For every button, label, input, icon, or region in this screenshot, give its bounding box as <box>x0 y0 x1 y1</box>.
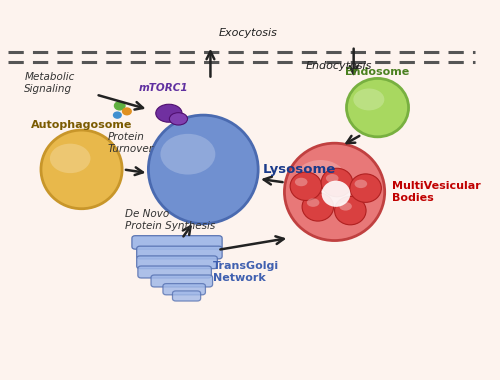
Ellipse shape <box>290 172 322 201</box>
Ellipse shape <box>354 89 384 111</box>
Ellipse shape <box>321 168 352 197</box>
Text: Protein
Turnover: Protein Turnover <box>108 132 154 154</box>
Circle shape <box>114 112 121 118</box>
Text: De Novo
Protein Synthesis: De Novo Protein Synthesis <box>124 209 215 231</box>
Text: MultiVesicular
Bodies: MultiVesicular Bodies <box>392 181 480 203</box>
Ellipse shape <box>284 143 384 241</box>
Text: Metabolic
Signaling: Metabolic Signaling <box>24 73 74 94</box>
Text: Autophagosome: Autophagosome <box>31 120 132 130</box>
Ellipse shape <box>326 174 338 182</box>
Ellipse shape <box>148 115 258 224</box>
Ellipse shape <box>156 104 182 122</box>
FancyBboxPatch shape <box>138 266 212 278</box>
Circle shape <box>114 101 125 110</box>
FancyBboxPatch shape <box>163 283 206 295</box>
Text: Lysosome: Lysosome <box>263 163 336 176</box>
Ellipse shape <box>170 113 188 125</box>
Ellipse shape <box>41 130 122 209</box>
Ellipse shape <box>346 78 408 137</box>
Ellipse shape <box>322 180 350 207</box>
Ellipse shape <box>350 174 382 203</box>
Ellipse shape <box>334 196 366 225</box>
Ellipse shape <box>160 134 216 174</box>
FancyBboxPatch shape <box>172 291 201 301</box>
Ellipse shape <box>340 202 352 211</box>
Circle shape <box>122 108 131 115</box>
FancyBboxPatch shape <box>151 275 212 287</box>
Text: TransGolgi
Network: TransGolgi Network <box>213 261 279 283</box>
Ellipse shape <box>302 193 334 221</box>
FancyBboxPatch shape <box>136 246 222 259</box>
Ellipse shape <box>50 144 90 173</box>
Text: Exocytosis: Exocytosis <box>219 28 278 38</box>
Ellipse shape <box>295 178 308 186</box>
FancyBboxPatch shape <box>136 256 218 269</box>
Text: Endosome: Endosome <box>346 67 410 77</box>
Text: Endocytosis: Endocytosis <box>306 61 372 71</box>
Ellipse shape <box>354 180 367 188</box>
Ellipse shape <box>307 198 320 207</box>
Ellipse shape <box>296 160 346 196</box>
Text: mTORC1: mTORC1 <box>139 82 188 93</box>
FancyBboxPatch shape <box>132 236 222 249</box>
